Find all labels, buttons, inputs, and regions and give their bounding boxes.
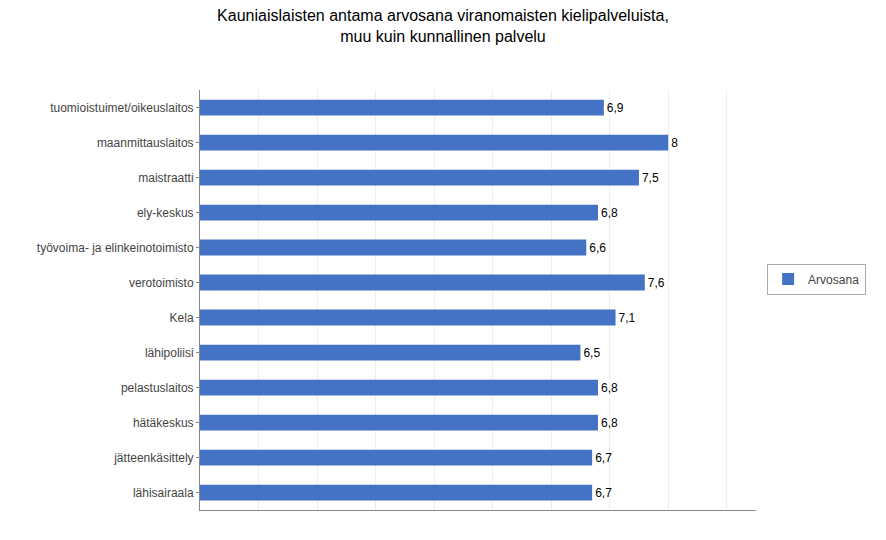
svg-text:6,9: 6,9 xyxy=(607,101,624,115)
svg-text:Kauniaislaisten antama arvosan: Kauniaislaisten antama arvosana viranoma… xyxy=(217,7,669,45)
svg-text:työvoima- ja elinkeinotoimisto: työvoima- ja elinkeinotoimisto xyxy=(37,241,194,255)
svg-text:maanmittauslaitos: maanmittauslaitos xyxy=(97,136,194,150)
svg-text:Kela: Kela xyxy=(170,311,194,325)
svg-text:6,5: 6,5 xyxy=(583,346,600,360)
svg-text:7,5: 7,5 xyxy=(642,171,659,185)
svg-text:6,8: 6,8 xyxy=(601,206,618,220)
svg-text:Arvosana: Arvosana xyxy=(808,273,859,287)
svg-text:jätteenkäsittely: jätteenkäsittely xyxy=(113,451,193,465)
svg-text:lähisairaala: lähisairaala xyxy=(133,486,194,500)
svg-text:6,6: 6,6 xyxy=(589,241,606,255)
svg-text:pelastuslaitos: pelastuslaitos xyxy=(121,381,194,395)
svg-text:tuomioistuimet/oikeuslaitos: tuomioistuimet/oikeuslaitos xyxy=(50,101,193,115)
svg-text:6,8: 6,8 xyxy=(601,381,618,395)
svg-text:6,7: 6,7 xyxy=(595,486,612,500)
svg-text:7,1: 7,1 xyxy=(619,311,636,325)
svg-text:7,6: 7,6 xyxy=(648,276,665,290)
svg-text:verotoimisto: verotoimisto xyxy=(129,276,194,290)
svg-text:6,7: 6,7 xyxy=(595,451,612,465)
svg-text:ely-keskus: ely-keskus xyxy=(137,206,194,220)
svg-text:8: 8 xyxy=(671,136,678,150)
svg-text:maistraatti: maistraatti xyxy=(138,171,193,185)
svg-text:hätäkeskus: hätäkeskus xyxy=(133,416,194,430)
svg-text:lähipoliisi: lähipoliisi xyxy=(145,346,194,360)
svg-text:6,8: 6,8 xyxy=(601,416,618,430)
